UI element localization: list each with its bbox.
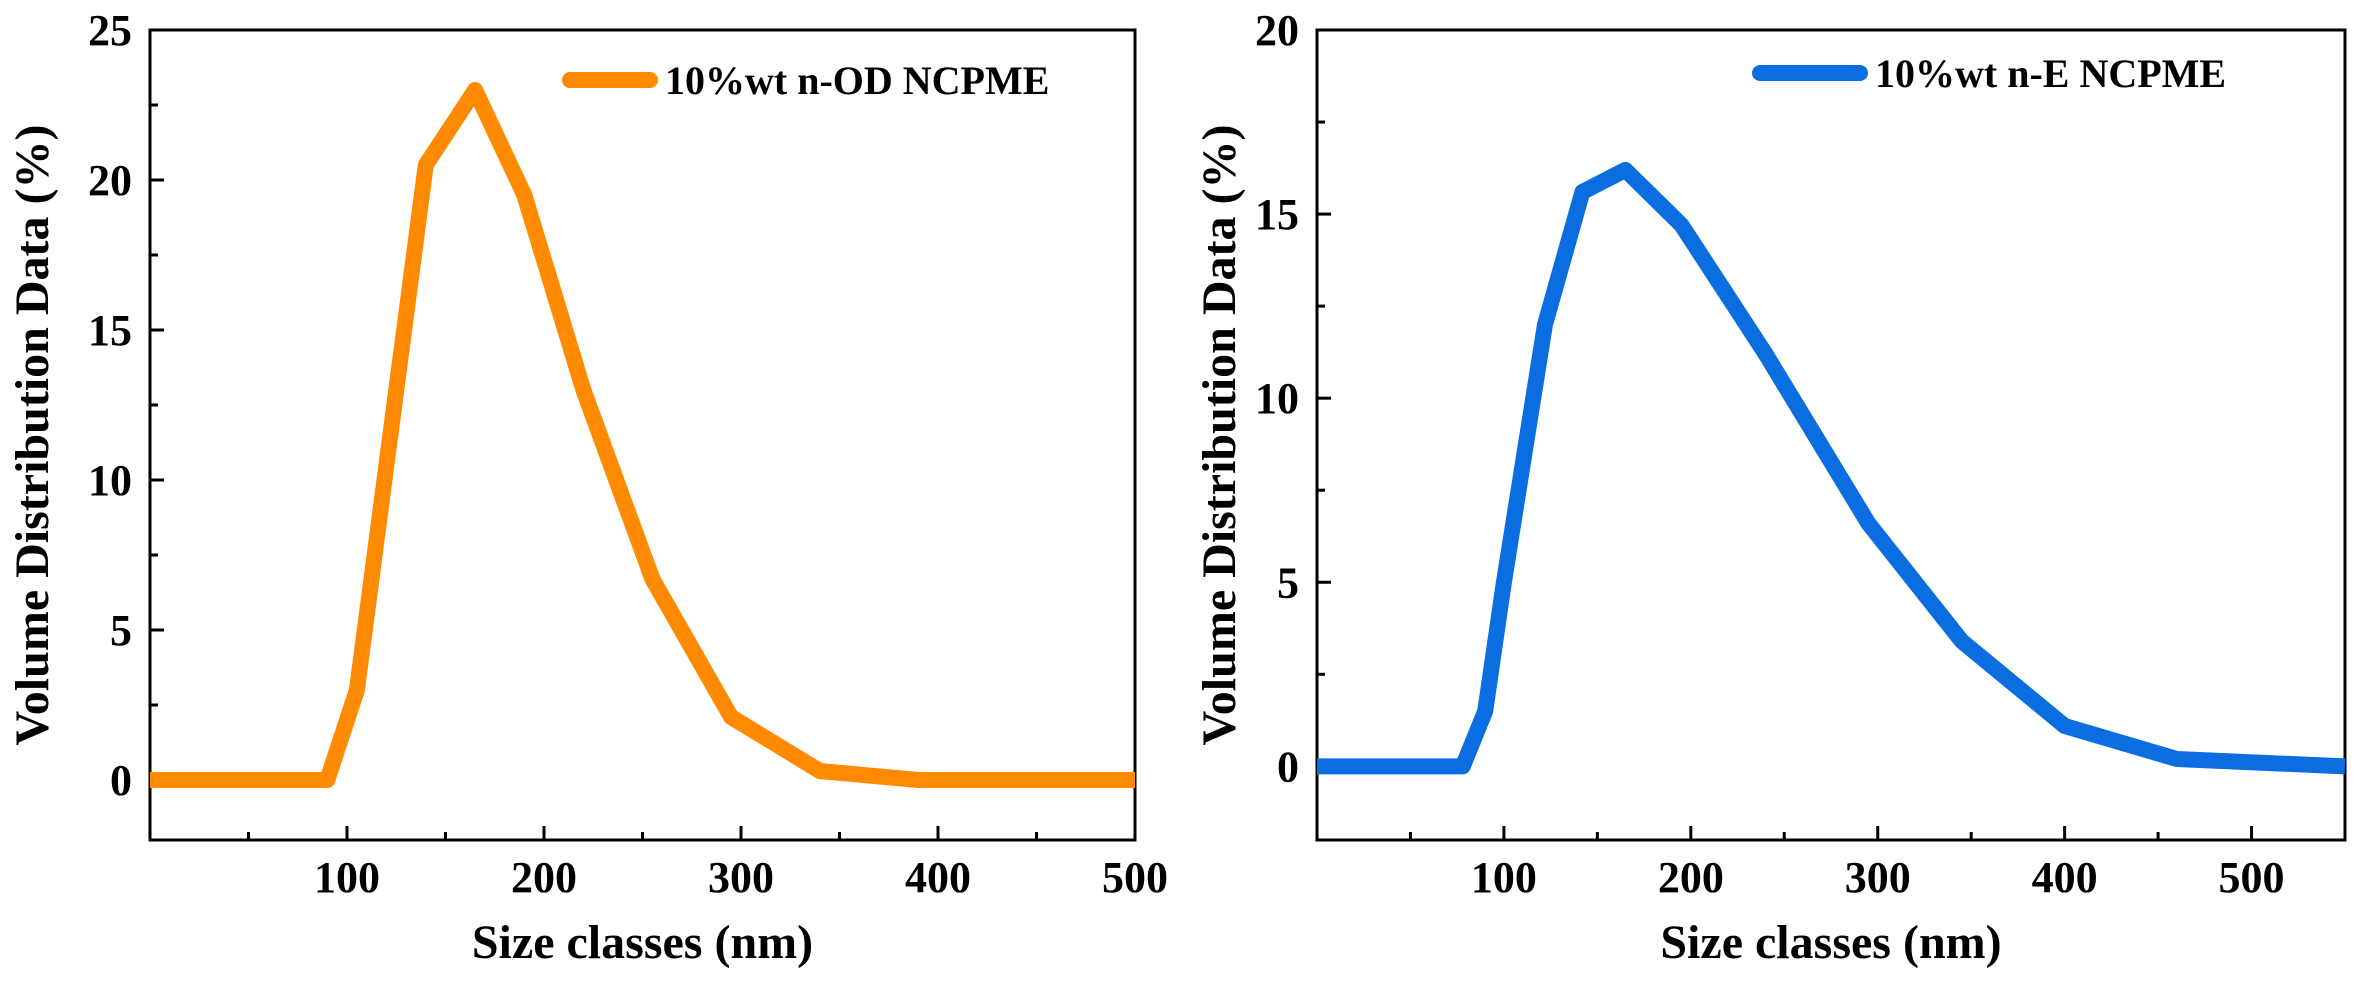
y-tick-label: 20 (88, 156, 132, 205)
x-tick-label: 500 (1102, 853, 1168, 902)
x-tick-label: 100 (1471, 853, 1537, 902)
y-tick-label: 10 (88, 456, 132, 505)
series-line-0-0 (150, 82, 1135, 788)
y-tick-label: 15 (1255, 190, 1299, 239)
y-tick-label: 25 (88, 6, 132, 55)
y-tick-label: 5 (1277, 558, 1299, 607)
series-line-1-0 (1317, 161, 2346, 775)
y-tick-label: 10 (1255, 374, 1299, 423)
y-tick-label: 5 (110, 606, 132, 655)
y-axis-title: Volume Distribution Data (%) (6, 125, 59, 746)
x-tick-label: 200 (1658, 853, 1724, 902)
x-tick-label: 400 (2032, 853, 2098, 902)
legend-label: 10%wt n-OD NCPME (665, 58, 1049, 103)
x-tick-label: 300 (708, 853, 774, 902)
plot-frame (148, 28, 1137, 842)
x-axis-title: Size classes (nm) (1660, 916, 2001, 969)
plot-frame (1315, 28, 2347, 842)
y-axis-title: Volume Distribution Data (%) (1193, 125, 1246, 746)
x-tick-label: 200 (511, 853, 577, 902)
x-tick-label: 500 (2219, 853, 2285, 902)
x-axis-title: Size classes (nm) (472, 916, 813, 969)
x-tick-label: 400 (905, 853, 971, 902)
x-tick-label: 100 (314, 853, 380, 902)
legend-label: 10%wt n-E NCPME (1875, 51, 2226, 96)
chart-orange-n-od: 0 5 10 15 20 25 100 200 300 400 500 Size classes (n… (6, 6, 1168, 969)
y-tick-label: 15 (88, 306, 132, 355)
y-tick-label: 0 (1277, 742, 1299, 791)
chart-blue-n-e: 0 5 10 15 20 100 200 300 400 500 Size classes (nm)… (1193, 6, 2347, 969)
x-tick-label: 300 (1845, 853, 1911, 902)
y-tick-label: 0 (110, 756, 132, 805)
y-tick-label: 20 (1255, 6, 1299, 55)
